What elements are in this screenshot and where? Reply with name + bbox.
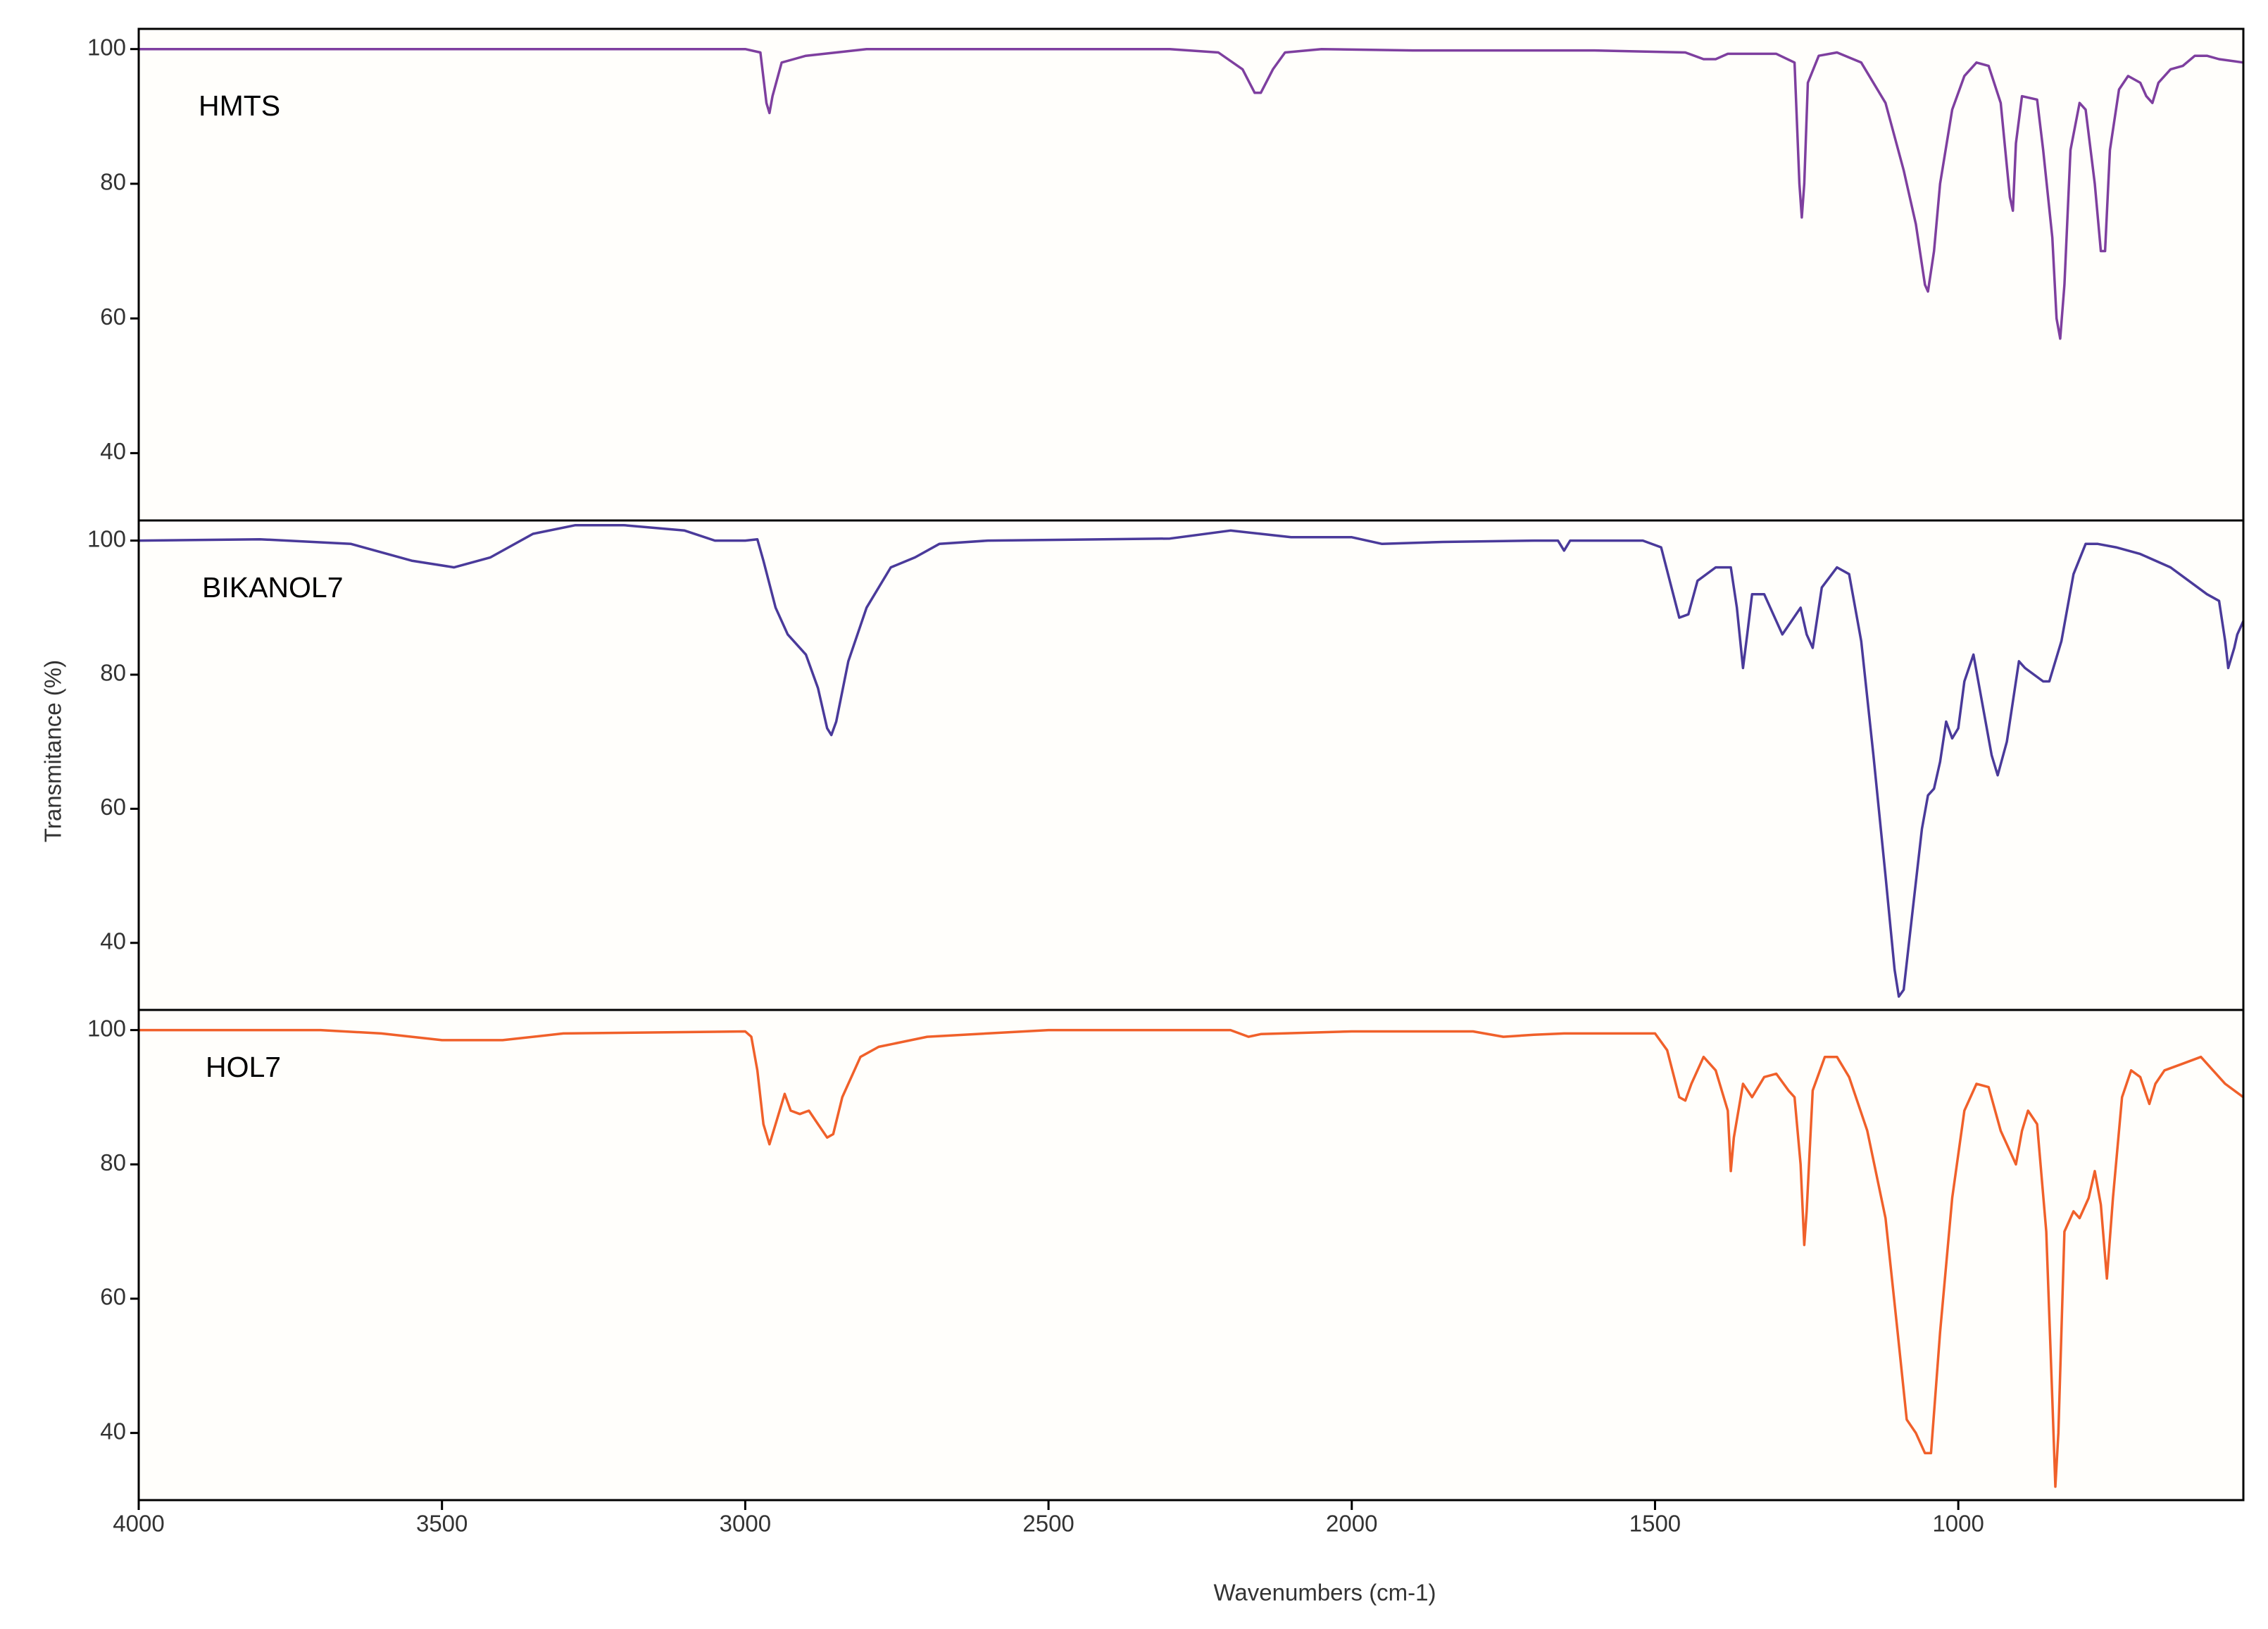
series-label: HOL7	[206, 1051, 281, 1083]
series-label: BIKANOL7	[202, 571, 344, 604]
plot-area	[139, 1010, 2243, 1500]
y-tick-label: 80	[100, 169, 126, 195]
spectrum-line	[139, 1028, 2245, 1488]
x-tick-label: 3500	[416, 1511, 468, 1537]
y-tick-label: 80	[100, 1149, 126, 1175]
y-tick-label: 100	[87, 34, 126, 60]
y-tick-label: 100	[87, 525, 126, 551]
series-label: HMTS	[199, 89, 280, 122]
plot-area	[139, 520, 2243, 1010]
y-tick-label: 60	[100, 794, 126, 820]
y-tick-label: 80	[100, 660, 126, 686]
plot-area	[139, 29, 2243, 520]
y-axis-label: Transmitance (%)	[40, 660, 66, 842]
x-tick-label: 2000	[1326, 1511, 1377, 1537]
y-tick-label: 40	[100, 928, 126, 954]
y-tick-label: 40	[100, 1418, 126, 1444]
y-tick-label: 40	[100, 438, 126, 464]
x-tick-label: 2500	[1022, 1511, 1074, 1537]
x-tick-label: 3000	[720, 1511, 771, 1537]
y-tick-label: 100	[87, 1015, 126, 1041]
x-tick-label: 1000	[1932, 1511, 1984, 1537]
spectrum-line	[138, 523, 2245, 998]
x-tick-label: 1500	[1629, 1511, 1681, 1537]
spectrum-line	[139, 47, 2244, 340]
panel-frame	[137, 1009, 2245, 1502]
y-tick-label: 60	[100, 1284, 126, 1310]
y-tick-label: 60	[100, 304, 126, 330]
x-tick-label: 4000	[113, 1511, 164, 1537]
x-axis-label: Wavenumbers (cm-1)	[1214, 1580, 1436, 1606]
